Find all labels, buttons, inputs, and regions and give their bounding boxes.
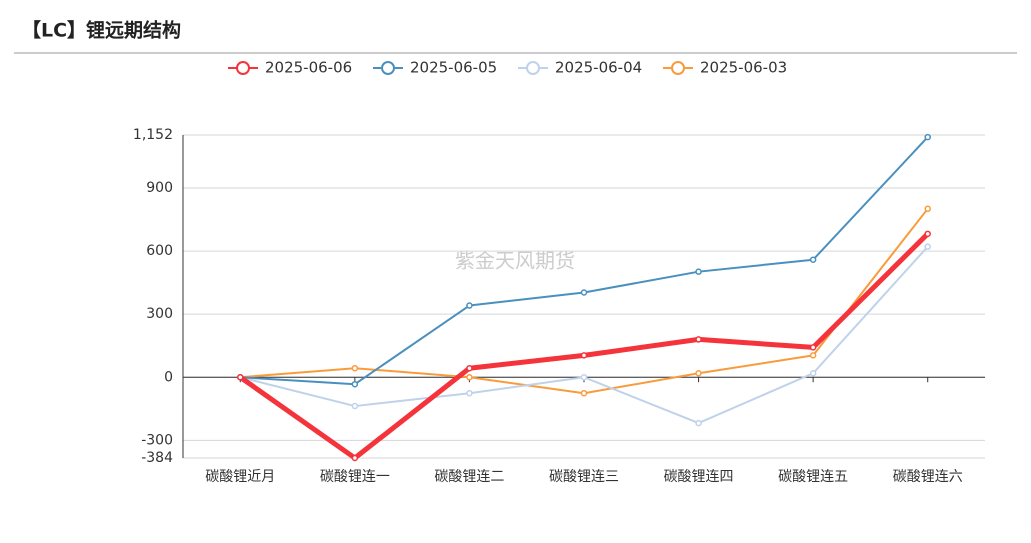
x-tick-label: 碳酸锂近月 — [205, 469, 275, 485]
data-point — [809, 352, 817, 359]
data-point — [466, 389, 473, 397]
data-point — [924, 230, 931, 238]
data-point — [580, 389, 588, 397]
data-point — [237, 374, 244, 381]
legend-label: 2025-06-03 — [700, 59, 787, 77]
y-tick-label: 600 — [146, 243, 173, 259]
data-point — [809, 344, 817, 351]
data-point — [466, 374, 473, 381]
x-tick-label: 碳酸锂连六 — [893, 469, 963, 485]
y-tick-label: 900 — [146, 180, 173, 196]
data-point — [580, 374, 588, 381]
x-tick-label: 碳酸锂连二 — [434, 469, 504, 485]
legend-label: 2025-06-04 — [555, 59, 642, 77]
data-point — [466, 302, 473, 309]
y-tick-label: -384 — [141, 450, 173, 466]
series-line — [238, 232, 930, 461]
page-title: 【LC】锂远期结构 — [22, 19, 181, 42]
watermark: 紫金天风期货 — [455, 249, 575, 273]
data-point — [924, 243, 931, 250]
x-tick-label: 碳酸锂连一 — [320, 469, 390, 485]
y-tick-label: 300 — [146, 306, 173, 322]
x-tick-label: 碳酸锂连三 — [549, 469, 619, 485]
x-tick-label: 碳酸锂连四 — [664, 469, 734, 485]
x-tick-label: 碳酸锂连五 — [778, 469, 848, 485]
data-point — [809, 370, 817, 377]
series-line — [240, 136, 929, 386]
legend-marker — [236, 61, 250, 75]
data-point — [466, 364, 473, 372]
legend-marker — [381, 61, 395, 75]
legend-marker — [671, 61, 685, 75]
legend-label: 2025-06-05 — [410, 59, 497, 77]
data-point — [924, 133, 931, 141]
data-point — [351, 402, 359, 410]
data-point — [351, 380, 359, 388]
data-point — [580, 352, 588, 359]
data-point — [695, 268, 702, 275]
data-point — [695, 370, 702, 377]
y-tick-label: -300 — [141, 432, 173, 448]
data-point — [695, 336, 702, 343]
data-point — [809, 256, 817, 263]
data-point — [351, 454, 359, 462]
y-tick-label: 1,152 — [133, 127, 173, 143]
data-point — [580, 289, 588, 296]
data-point — [695, 419, 702, 427]
y-tick-label: 0 — [164, 369, 173, 385]
data-point — [351, 364, 359, 372]
series-line — [240, 208, 929, 395]
data-point — [924, 205, 931, 213]
legend-marker — [526, 61, 540, 75]
legend-label: 2025-06-06 — [265, 59, 352, 77]
